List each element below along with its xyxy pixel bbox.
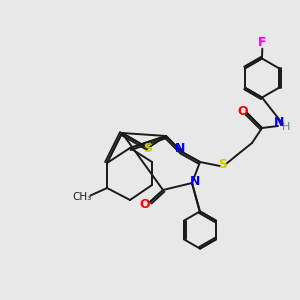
Text: N: N [190, 175, 200, 188]
Text: S: S [218, 158, 227, 171]
Text: O: O [237, 105, 248, 118]
Text: F: F [258, 36, 266, 50]
Text: CH₃: CH₃ [73, 192, 92, 202]
Text: O: O [139, 199, 150, 212]
Text: N: N [175, 142, 186, 155]
Text: S: S [143, 142, 152, 154]
Text: H: H [282, 122, 291, 133]
Text: N: N [274, 116, 285, 129]
